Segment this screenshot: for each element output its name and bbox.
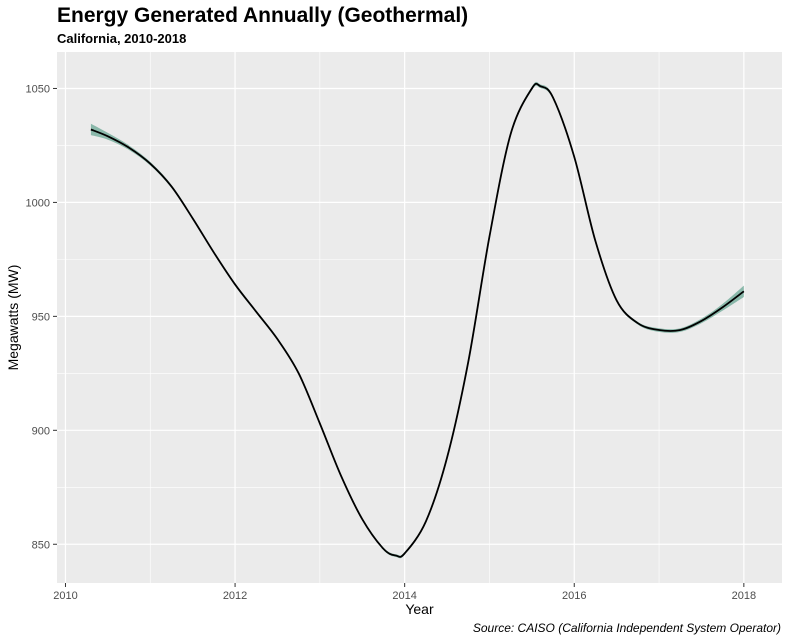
series-line — [90, 82, 745, 558]
x-tick-label: 2010 — [53, 590, 77, 602]
y-axis: 850 900 950 1000 1050 — [26, 83, 57, 551]
x-axis-title: Year — [405, 601, 434, 617]
plot-panel — [57, 52, 782, 583]
x-axis: 2010 2012 2014 2016 2018 — [53, 583, 756, 602]
chart-subtitle: California, 2010-2018 — [57, 31, 187, 46]
y-tick-label: 950 — [32, 311, 50, 323]
y-tick-label: 850 — [32, 539, 50, 551]
x-tick-label: 2012 — [223, 590, 247, 602]
y-tick-label: 900 — [32, 425, 50, 437]
x-tick-label: 2014 — [392, 590, 416, 602]
y-axis-title: Megawatts (MW) — [5, 265, 21, 371]
y-tick-label: 1050 — [26, 83, 50, 95]
y-tick-label: 1000 — [26, 197, 50, 209]
chart-title: Energy Generated Annually (Geothermal) — [57, 4, 469, 27]
chart-caption: Source: CAISO (California Independent Sy… — [472, 621, 781, 635]
grid-minor — [57, 52, 782, 583]
x-tick-label: 2016 — [562, 590, 586, 602]
x-tick-label: 2018 — [732, 590, 756, 602]
grid-major — [57, 52, 782, 583]
